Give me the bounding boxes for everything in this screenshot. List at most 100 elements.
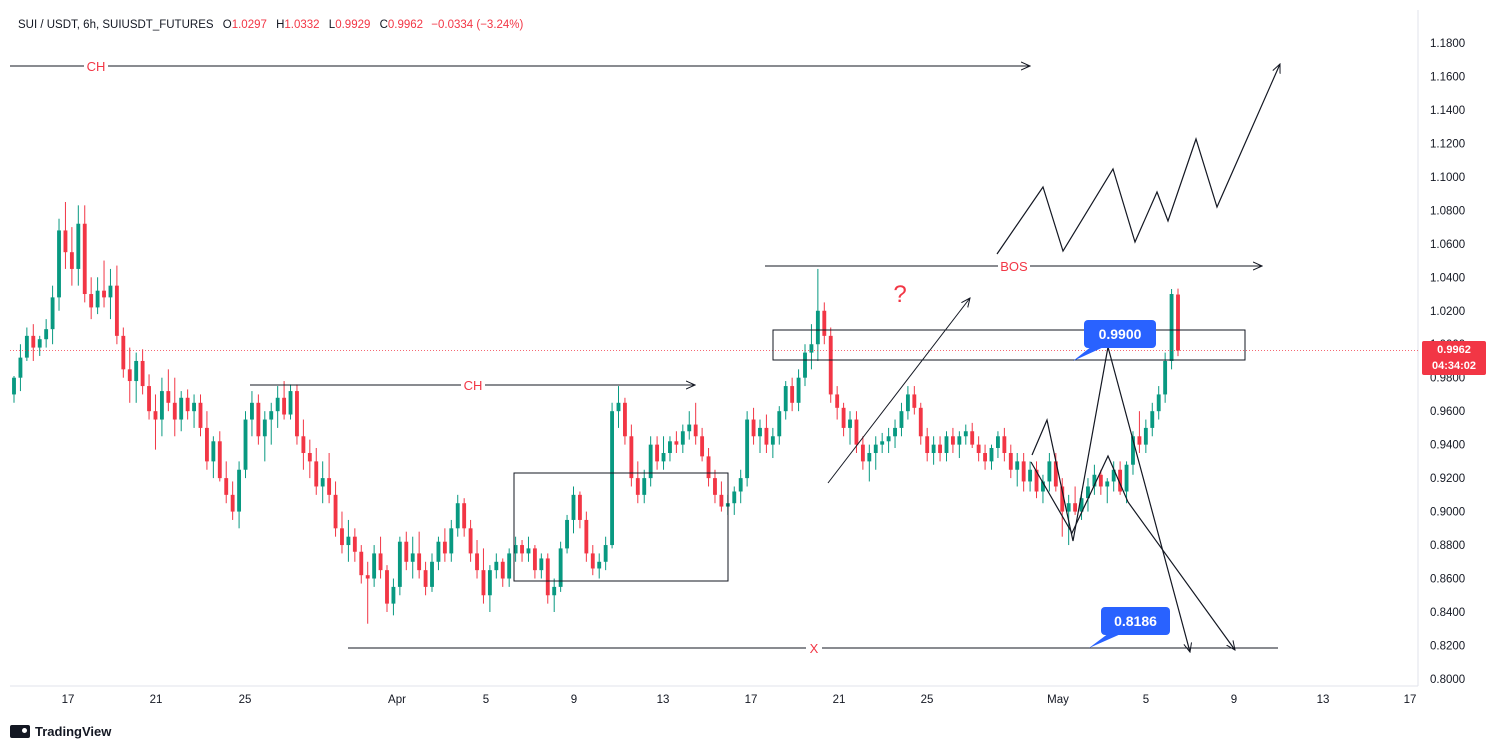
candle-body: [693, 424, 698, 437]
candle-body: [153, 411, 158, 420]
candle-body: [1086, 486, 1090, 499]
candle-body: [1137, 436, 1142, 445]
candle-body: [89, 294, 94, 308]
candle-body: [359, 551, 364, 576]
candle-body: [880, 441, 885, 445]
price-tick-label: 1.0800: [1430, 205, 1465, 217]
candle-body: [24, 335, 29, 358]
candle-body: [82, 223, 87, 295]
candle-body: [680, 431, 685, 445]
candle-body: [860, 444, 865, 462]
level-lower-callout-pointer: [1089, 633, 1123, 648]
candle-body: [404, 541, 409, 562]
candle-body: [803, 352, 807, 378]
candle-body: [1111, 469, 1116, 482]
candle-body: [288, 391, 293, 415]
candle-body: [790, 386, 795, 403]
time-tick-label: 25: [239, 694, 252, 706]
candle-body: [1066, 503, 1071, 512]
candle-body: [269, 411, 274, 420]
candle-body: [455, 503, 460, 529]
candle-body: [1034, 469, 1039, 492]
candle-body: [713, 478, 717, 495]
candle-body: [198, 402, 203, 428]
candle-body: [76, 223, 81, 269]
candle-body: [925, 436, 930, 454]
candle-body: [507, 553, 512, 579]
candle-body: [886, 436, 891, 442]
candle-body: [494, 561, 499, 571]
candle-body: [1143, 427, 1148, 445]
candle-body: [69, 252, 74, 269]
candle-body: [732, 491, 737, 504]
candle-body: [1047, 461, 1052, 482]
candle-body: [783, 386, 788, 412]
candle-body: [655, 444, 660, 462]
candle-body: [899, 411, 904, 428]
candle-body: [745, 419, 750, 479]
price-tick-label: 0.9400: [1430, 440, 1465, 452]
candle-body: [430, 561, 434, 587]
candle-body: [340, 528, 344, 546]
time-tick-label: 21: [150, 694, 163, 706]
candle-body: [449, 528, 454, 554]
candle-body: [192, 402, 196, 412]
candle-body: [938, 444, 942, 454]
candle-body: [172, 402, 177, 420]
bos-label: BOS: [1000, 259, 1028, 274]
candle-body: [159, 391, 164, 420]
candle-body: [237, 469, 242, 512]
candle-body: [127, 369, 132, 382]
candle-body: [1124, 464, 1129, 492]
candle-body: [327, 478, 332, 495]
candle-body: [976, 444, 981, 454]
level-upper-callout-bg: [1084, 320, 1156, 348]
candle-body: [719, 494, 724, 507]
candle-body: [1169, 294, 1174, 361]
candle-body: [668, 441, 672, 454]
price-tick-label: 0.8200: [1430, 640, 1465, 652]
candle-body: [918, 407, 923, 437]
tradingview-brand[interactable]: TradingView: [10, 724, 111, 739]
last-price-tag: 0.9962 04:34:02: [1422, 341, 1486, 375]
question-projection-arrow: [827, 298, 970, 484]
demand-zone-box: [513, 472, 729, 582]
candle-body: [230, 494, 235, 512]
candle-body: [140, 360, 145, 387]
candle-body: [468, 528, 473, 554]
candle-body: [1131, 436, 1135, 465]
candle-body: [893, 427, 897, 437]
candle-body: [301, 436, 306, 454]
ch-top-label-bg: [84, 58, 108, 74]
candle-body: [1053, 461, 1058, 487]
candle-body: [513, 545, 518, 554]
x-label: X: [810, 641, 819, 656]
bearish-projection-b: [1030, 454, 1235, 650]
price-tick-label: 0.8400: [1430, 607, 1465, 619]
candle-body: [1073, 503, 1078, 512]
candle-body: [983, 453, 988, 462]
price-tick-label: 0.8000: [1430, 674, 1465, 686]
candle-body: [796, 377, 801, 403]
candle-body: [1060, 486, 1065, 512]
candle-body: [912, 394, 917, 408]
candle-body: [487, 570, 492, 596]
candle-body: [590, 553, 595, 569]
candle-body: [44, 329, 49, 340]
candle-body: [417, 553, 422, 571]
price-tick-label: 0.8800: [1430, 540, 1465, 552]
candle-body: [1041, 481, 1045, 492]
tradingview-logo-icon: [10, 725, 30, 738]
last-price-value: 0.9962: [1437, 344, 1471, 356]
candle-body: [996, 436, 1000, 448]
candle-body: [1163, 360, 1168, 395]
candle-body: [565, 519, 569, 549]
price-tick-label: 1.1200: [1430, 138, 1465, 150]
candle-body: [758, 427, 762, 437]
time-tick-label: 17: [1404, 694, 1417, 706]
candle-body: [1118, 469, 1123, 492]
candle-body: [37, 339, 42, 348]
candle-body: [764, 427, 769, 445]
price-tick-label: 0.9000: [1430, 507, 1465, 519]
